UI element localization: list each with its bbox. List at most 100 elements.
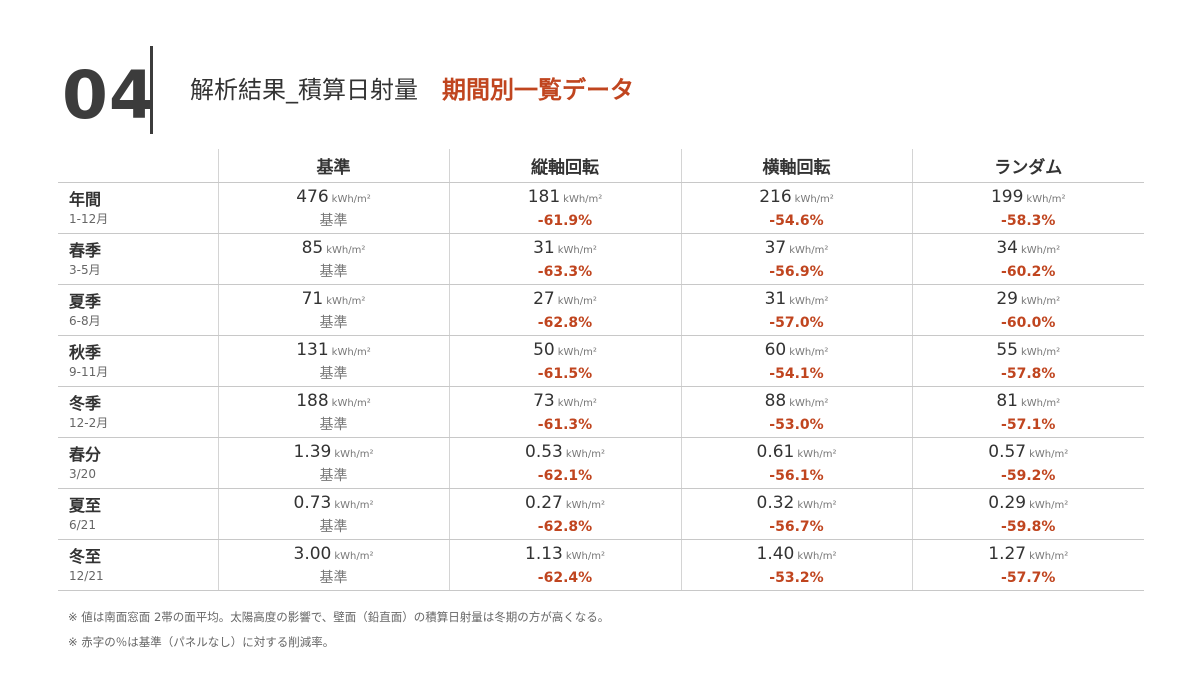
row-name: 秋季	[69, 342, 102, 362]
reduction-percent: -53.0%	[769, 416, 824, 433]
cell-value: 81	[996, 390, 1018, 411]
page-title: 解析結果_積算日射量	[190, 76, 418, 104]
reduction-percent: -60.2%	[1001, 263, 1056, 280]
cell-value: 29	[996, 288, 1018, 309]
value-cell: 27 kWh/m² -62.8%	[448, 284, 681, 336]
value-cell: 73 kWh/m² -61.3%	[448, 386, 681, 438]
value-cell: 1.39 kWh/m² 基準	[217, 437, 449, 489]
cell-value: 0.61	[756, 441, 795, 462]
baseline-label: 基準	[319, 314, 348, 331]
baseline-label: 基準	[319, 416, 348, 433]
cell-unit: kWh/m²	[563, 193, 603, 205]
cell-value: 50	[533, 339, 555, 360]
table-row: 夏季 6-8月 71 kWh/m² 基準 27 kWh/m² -62.8% 31 kWh/m² -5…	[58, 284, 1144, 336]
cell-unit: kWh/m²	[565, 550, 605, 562]
cell-unit: kWh/m²	[565, 499, 605, 511]
row-label-cell: 冬季 12-2月	[58, 386, 218, 438]
reduction-percent: -57.7%	[1001, 569, 1056, 586]
row-range: 12-2月	[69, 415, 109, 430]
reduction-percent: -59.8%	[1001, 518, 1056, 535]
cell-value: 27	[533, 288, 555, 309]
cell-unit: kWh/m²	[334, 448, 374, 460]
value-cell: 476 kWh/m² 基準	[217, 182, 449, 234]
corner-cell	[58, 149, 218, 183]
table-header-row: 基準 縦軸回転 横軸回転 ランダム	[58, 149, 1144, 183]
cell-value: 1.39	[293, 441, 332, 462]
cell-unit: kWh/m²	[334, 550, 374, 562]
cell-value: 0.29	[988, 492, 1027, 513]
reduction-percent: -54.1%	[769, 365, 824, 382]
cell-unit: kWh/m²	[789, 346, 829, 358]
cell-value: 0.32	[756, 492, 795, 513]
value-cell: 1.40 kWh/m² -53.2%	[680, 539, 912, 591]
cell-value: 188	[296, 390, 329, 411]
reduction-percent: -62.1%	[537, 467, 593, 484]
cell-unit: kWh/m²	[1026, 193, 1066, 205]
slide-number: 04	[62, 57, 156, 134]
reduction-percent: -62.4%	[537, 569, 593, 586]
row-label-cell: 春季 3-5月	[58, 233, 218, 285]
cell-value: 476	[296, 186, 329, 207]
row-range: 12/21	[69, 568, 104, 583]
cell-value: 181	[527, 186, 561, 207]
cell-unit: kWh/m²	[789, 244, 829, 256]
cell-unit: kWh/m²	[326, 244, 366, 256]
cell-value: 88	[764, 390, 787, 411]
value-cell: 29 kWh/m² -60.0%	[911, 284, 1144, 336]
cell-value: 73	[533, 390, 555, 411]
table-row: 冬至 12/21 3.00 kWh/m² 基準 1.13 kWh/m² -62.4% 1.40 k…	[58, 539, 1144, 591]
value-cell: 34 kWh/m² -60.2%	[911, 233, 1144, 285]
cell-value: 0.73	[293, 492, 332, 513]
cell-unit: kWh/m²	[1021, 295, 1061, 307]
baseline-label: 基準	[319, 518, 348, 535]
cell-unit: kWh/m²	[1029, 448, 1069, 460]
row-name: 春分	[69, 444, 102, 464]
reduction-percent: -57.0%	[769, 314, 824, 331]
reduction-percent: -56.9%	[769, 263, 824, 280]
cell-unit: kWh/m²	[331, 397, 371, 409]
value-cell: 0.53 kWh/m² -62.1%	[448, 437, 681, 489]
value-cell: 37 kWh/m² -56.9%	[680, 233, 912, 285]
reduction-percent: -56.1%	[769, 467, 824, 484]
cell-unit: kWh/m²	[557, 295, 597, 307]
value-cell: 3.00 kWh/m² 基準	[217, 539, 449, 591]
reduction-percent: -57.8%	[1001, 365, 1056, 382]
cell-value: 55	[996, 339, 1018, 360]
value-cell: 1.27 kWh/m² -57.7%	[911, 539, 1144, 591]
reduction-percent: -57.1%	[1001, 416, 1056, 433]
cell-value: 3.00	[293, 543, 332, 564]
cell-value: 216	[759, 186, 792, 207]
cell-value: 60	[764, 339, 787, 360]
footnote: ※ 値は南面窓面 2帯の面平均。太陽高度の影響で、壁面（鉛直面）の積算日射量は冬…	[68, 610, 610, 624]
row-label-cell: 春分 3/20	[58, 437, 218, 489]
value-cell: 188 kWh/m² 基準	[217, 386, 449, 438]
table-row: 年間 1-12月 476 kWh/m² 基準 181 kWh/m² -61.9% 216 kWh/…	[58, 182, 1144, 234]
row-name: 冬季	[69, 393, 102, 413]
cell-unit: kWh/m²	[797, 499, 837, 511]
table-row: 春分 3/20 1.39 kWh/m² 基準 0.53 kWh/m² -62.1% 0.61 kW…	[58, 437, 1144, 489]
cell-value: 1.40	[756, 543, 795, 564]
cell-unit: kWh/m²	[797, 448, 837, 460]
value-cell: 85 kWh/m² 基準	[217, 233, 449, 285]
column-header: 縦軸回転	[448, 149, 681, 183]
cell-unit: kWh/m²	[557, 346, 597, 358]
row-name: 夏至	[69, 495, 102, 515]
cell-value: 34	[996, 237, 1018, 258]
cell-value: 85	[301, 237, 324, 258]
header-title: 解析結果_積算日射量 期間別一覧データ	[190, 74, 634, 106]
value-cell: 181 kWh/m² -61.9%	[448, 182, 681, 234]
value-cell: 60 kWh/m² -54.1%	[680, 335, 912, 387]
reduction-percent: -63.3%	[537, 263, 593, 280]
cell-value: 1.27	[988, 543, 1027, 564]
reduction-percent: -53.2%	[769, 569, 824, 586]
column-header: ランダム	[911, 149, 1144, 183]
cell-value: 0.53	[525, 441, 563, 462]
table-row: 春季 3-5月 85 kWh/m² 基準 31 kWh/m² -63.3% 37 kWh/m² -5…	[58, 233, 1144, 285]
cell-unit: kWh/m²	[1021, 397, 1061, 409]
cell-unit: kWh/m²	[326, 295, 366, 307]
row-range: 6-8月	[69, 313, 101, 328]
cell-value: 0.57	[988, 441, 1027, 462]
reduction-percent: -58.3%	[1001, 212, 1056, 229]
value-cell: 55 kWh/m² -57.8%	[911, 335, 1144, 387]
value-cell: 0.29 kWh/m² -59.8%	[911, 488, 1144, 540]
